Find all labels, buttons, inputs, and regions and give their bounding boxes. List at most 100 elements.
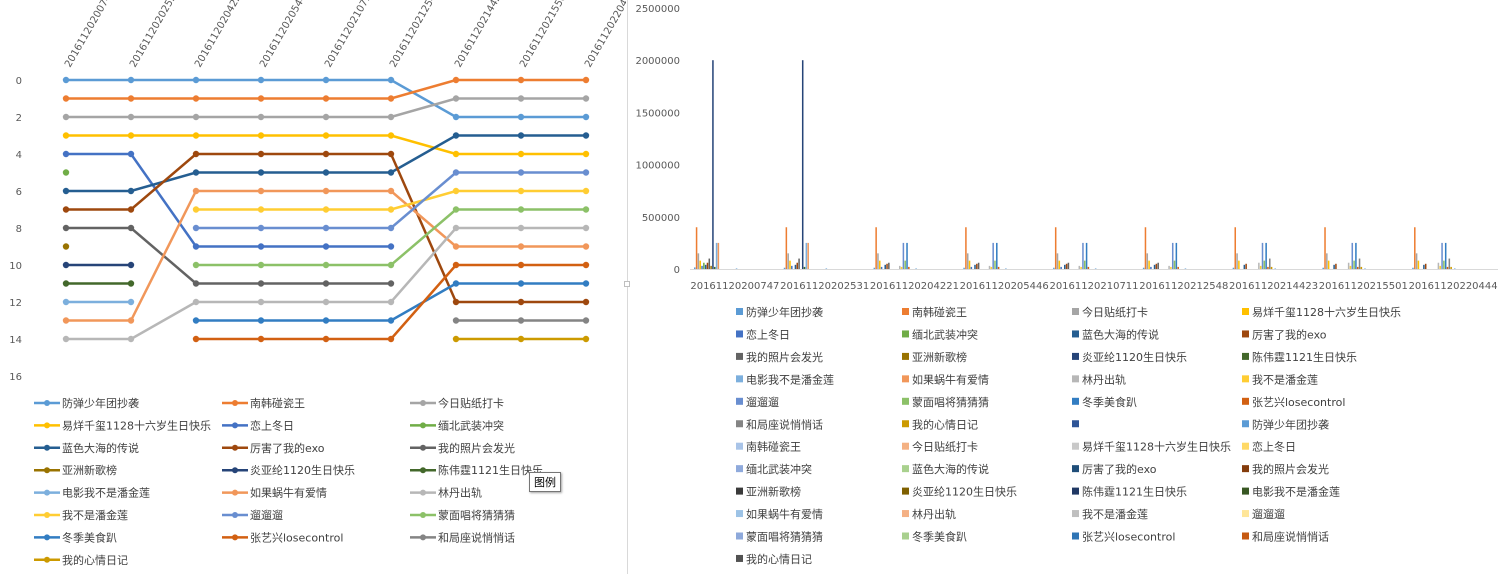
- legend-tooltip: 图例: [529, 472, 561, 492]
- bar: [988, 265, 991, 269]
- data-point: [192, 317, 200, 324]
- bar: [796, 262, 799, 269]
- legend-item: 张艺兴losecontrol: [1072, 531, 1175, 544]
- legend-item: 我的照片会发光: [1242, 462, 1329, 476]
- data-point: [517, 76, 525, 84]
- legend-item: 张艺兴losecontrol: [222, 531, 343, 544]
- x-tick-label: 20161120214423: [453, 0, 507, 70]
- line-series: [192, 169, 590, 232]
- bar: [1454, 268, 1456, 269]
- legend-item: 炎亚纶1120生日快乐: [902, 485, 1017, 499]
- legend-item: 和局座说悄悄话: [1242, 530, 1329, 544]
- legend-item: 蓝色大海的传说: [34, 441, 139, 455]
- legend-swatch: [902, 375, 909, 383]
- data-point: [517, 132, 525, 139]
- x-tick-label: 20161120215501: [1319, 281, 1408, 292]
- legend-item: 蒙面唱将猜猜猜: [902, 396, 989, 409]
- line-series: [452, 335, 590, 343]
- data-point: [582, 317, 590, 324]
- bar: [1261, 242, 1264, 269]
- legend-item: 遛遛遛: [736, 395, 779, 409]
- bar: [1150, 266, 1152, 269]
- legend-label: 厉害了我的exo: [250, 441, 325, 455]
- x-tick-label: 20161120200747: [63, 0, 117, 70]
- legend-label: 张艺兴losecontrol: [1082, 531, 1175, 544]
- legend-label: 今日贴纸打卡: [438, 396, 504, 410]
- data-point: [582, 169, 590, 176]
- bar: [807, 242, 809, 269]
- bar: [783, 267, 786, 269]
- line-series: [62, 76, 590, 121]
- legend-label: 我不是潘金莲: [62, 508, 128, 522]
- data-point: [582, 76, 590, 84]
- data-point: [127, 150, 135, 158]
- x-tick-label: 20161120205446: [258, 0, 312, 70]
- bar: [963, 267, 965, 269]
- legend-label: 陈伟霆1121生日快乐: [1252, 350, 1357, 364]
- legend-item: 电影我不是潘金莲: [34, 486, 150, 500]
- legend-item: 如果蜗牛有爱情: [902, 372, 989, 386]
- legend-item: 陈伟霆1121生日快乐: [410, 463, 543, 477]
- bar: [902, 242, 905, 269]
- data-point: [62, 224, 70, 232]
- x-tick-label: 20161120205446: [960, 281, 1049, 292]
- legend-label: 我的心情日记: [912, 417, 978, 431]
- bar: [1094, 268, 1097, 269]
- data-point: [582, 95, 590, 102]
- bar: [1243, 264, 1246, 269]
- data-point: [387, 150, 395, 158]
- legend-item: 蒙面唱将猜猜猜: [410, 509, 515, 522]
- data-point: [322, 261, 330, 269]
- legend-label: 恋上冬日: [250, 418, 294, 432]
- data-point: [257, 298, 265, 306]
- data-point: [127, 187, 135, 195]
- legend-item: 今日贴纸打卡: [410, 396, 504, 410]
- legend-item: 林丹出轨: [410, 486, 482, 500]
- data-point: [192, 224, 200, 232]
- data-point: [192, 206, 200, 213]
- data-point: [62, 150, 70, 158]
- legend-swatch-marker: [44, 556, 50, 563]
- legend-swatch: [1072, 397, 1079, 405]
- data-point: [387, 335, 395, 343]
- data-point: [257, 95, 265, 102]
- rank-line-chart[interactable]: 0 2 4 6 8 10 12 14 16 20161120200747 2016112020253…: [0, 0, 626, 574]
- resize-handle[interactable]: [624, 281, 630, 287]
- legend-swatch-marker: [44, 512, 50, 518]
- bar: [1142, 267, 1145, 269]
- bar: [1437, 262, 1440, 269]
- bar: [1080, 266, 1082, 269]
- data-point: [517, 150, 525, 158]
- data-point: [62, 335, 70, 343]
- line-series: [62, 243, 70, 250]
- volume-bar-chart[interactable]: 0 500000 1000000 1500000 2000000 2500000 20161…: [630, 0, 1504, 574]
- data-point: [517, 113, 525, 121]
- legend-swatch: [736, 442, 743, 450]
- legend-label: 我的心情日记: [62, 553, 128, 567]
- data-point: [452, 317, 460, 324]
- bar: [1056, 253, 1059, 269]
- data-point: [322, 243, 330, 250]
- x-tick-label: 20161120204221: [193, 0, 247, 70]
- bar: [699, 260, 701, 269]
- bar: [694, 267, 696, 269]
- y-tick-label: 1000000: [635, 161, 680, 172]
- y-tick-label: 500000: [642, 213, 680, 224]
- legend-label: 我不是潘金莲: [1082, 507, 1148, 521]
- legend-label: 蒙面唱将猜猜猜: [746, 531, 823, 544]
- x-tick-label: 20161120202531: [128, 0, 182, 70]
- legend-label: 防弹少年团抄袭: [746, 305, 823, 319]
- bar: [1274, 268, 1276, 269]
- bar: [1333, 264, 1335, 269]
- data-point: [452, 187, 460, 195]
- legend-item: 电影我不是潘金莲: [1242, 485, 1340, 499]
- data-point: [257, 261, 265, 269]
- series-line: [66, 226, 391, 285]
- bar: [1415, 253, 1418, 269]
- legend-label: 我的照片会发光: [438, 441, 515, 455]
- bar: [710, 265, 712, 269]
- y-tick-label: 10: [9, 261, 22, 272]
- legend-label: 我的照片会发光: [746, 350, 823, 364]
- data-point: [192, 187, 200, 195]
- legend-item: 陈伟霆1121生日快乐: [1072, 485, 1187, 499]
